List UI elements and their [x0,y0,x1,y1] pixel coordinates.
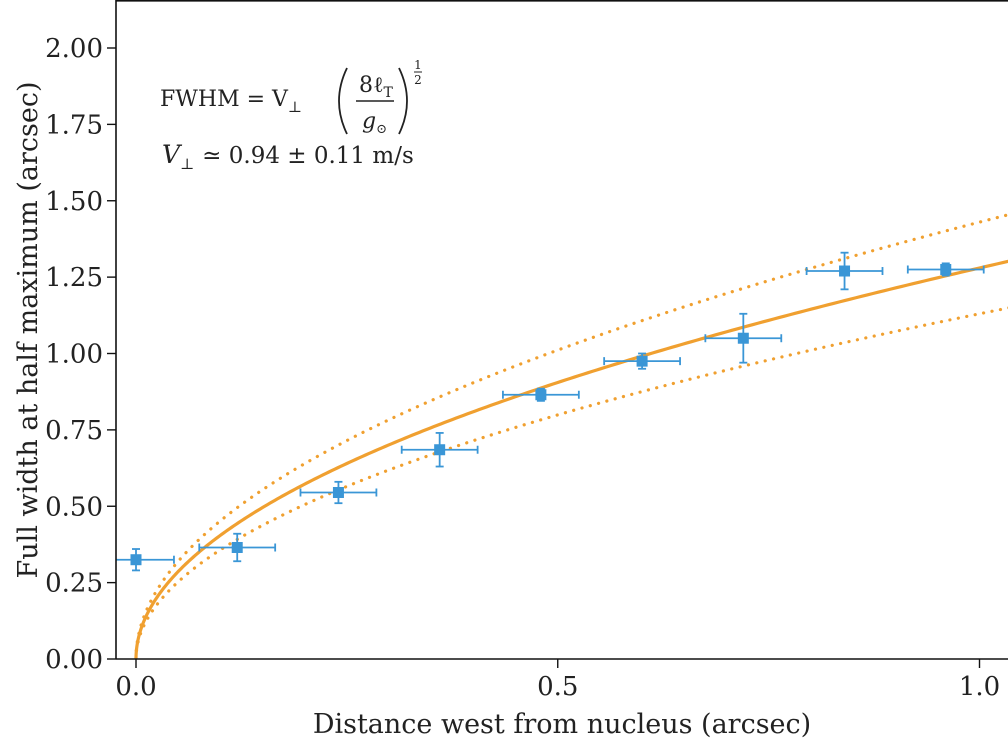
data-point [603,352,681,370]
y-tick-label: 0.00 [45,645,103,675]
data-point-marker [434,444,446,456]
formula-exp-den: 2 [414,73,422,87]
formula-numerator: 8ℓ [359,73,384,98]
x-tick-label: 0.0 [115,672,156,702]
formula-left-paren [338,67,348,135]
data-point-marker [130,554,142,566]
data-point-marker [332,487,344,499]
fwhm-formula: FWHM = V⊥ 8ℓT g⊙ 1 2 [160,58,422,137]
y-tick-label: 0.25 [45,569,103,599]
y-axis-label: Full width at half maximum (arcsec) [13,82,44,579]
x-tick-label: 0.5 [537,672,578,702]
velocity-perp: ⊥ [180,155,194,173]
data-point-marker [636,355,648,367]
y-tick-label: 0.50 [45,492,103,522]
velocity-value: ≃ 0.94 ± 0.11 m/s [202,143,414,169]
formula-denominator-sub: ⊙ [376,122,387,137]
y-tick-label: 1.25 [45,263,103,293]
data-point [502,387,580,402]
fit-curves [134,213,1008,659]
data-point-marker [940,263,952,275]
data-point [805,251,884,291]
y-tick-label: 1.50 [45,187,103,217]
y-tick-label: 1.00 [45,340,103,370]
lower-bound-curve [134,306,1008,659]
x-axis-label: Distance west from nucleus (arcsec) [313,709,811,740]
data-point-marker [839,265,851,277]
data-point [299,480,378,505]
svg-text:V⊥≃ 0.94 ± 0.11 m/s: V⊥ ≃ 0.94 ± 0.11 m/s [162,140,414,173]
data-point [906,262,985,277]
data-point-marker [231,541,243,553]
velocity-annotation: V⊥ ≃ 0.94 ± 0.11 m/s [162,140,414,173]
y-tick-label: 0.75 [45,416,103,446]
data-point-marker [737,332,749,344]
data-point [198,532,277,563]
y-tick-label: 2.00 [45,34,103,64]
data-points [116,251,985,572]
formula-right-paren [398,67,408,135]
data-point-marker [535,389,547,401]
upper-bound-curve [134,213,1008,659]
y-axis-ticks: 0.00 0.25 0.50 0.75 1.00 1.25 1.50 1.75 2.00 [45,34,116,675]
y-tick-label: 1.75 [45,110,103,140]
formula-denominator: g [362,109,376,134]
x-axis-ticks: 0.00.51.01.52.0 [115,659,1000,702]
velocity-symbol: V [162,140,183,169]
formula-numerator-sub: T [384,85,394,101]
data-point [704,312,783,364]
best-fit-curve [134,259,1008,659]
data-point [116,548,175,572]
svg-text:g⊙: g⊙ [362,109,387,137]
formula-exp-num: 1 [414,58,422,72]
svg-text:8ℓT: 8ℓT [359,73,394,101]
svg-text:FWHM = V⊥: FWHM = V⊥ [160,87,302,116]
x-tick-label: 1.0 [959,672,1000,702]
data-point [400,432,479,468]
formula-perp: ⊥ [288,98,302,116]
formula-lhs: FWHM = V [160,87,289,112]
